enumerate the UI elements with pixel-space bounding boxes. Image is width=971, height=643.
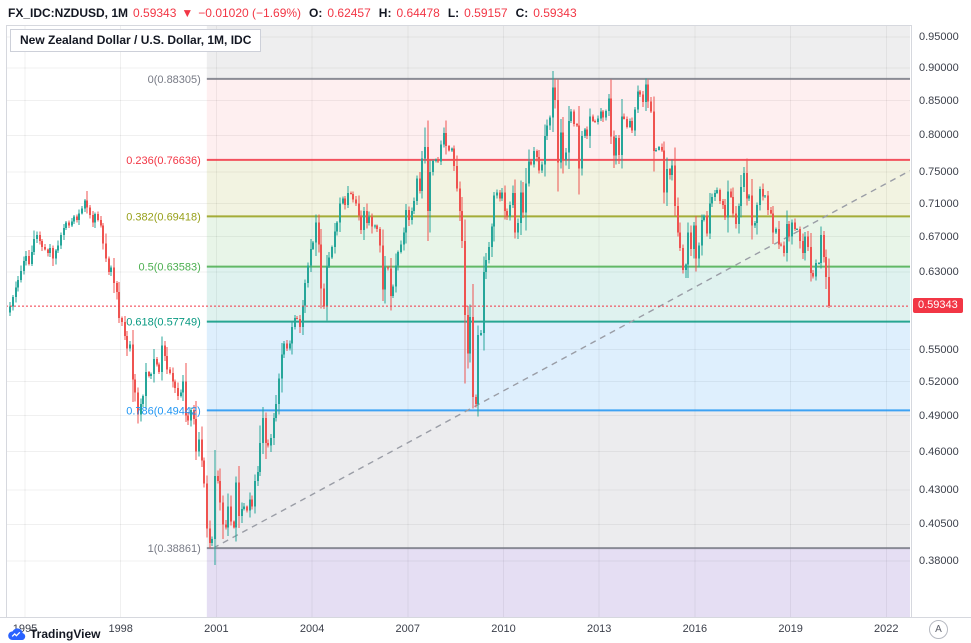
- y-tick-label: 0.63000: [919, 265, 959, 278]
- y-tick-label: 0.80000: [919, 129, 959, 142]
- x-tick-label: 1998: [108, 623, 133, 635]
- y-tick-label: 0.75000: [919, 166, 959, 179]
- close-value: 0.59343: [533, 5, 577, 20]
- axis-a-button[interactable]: A: [929, 620, 948, 639]
- down-arrow-icon: ▼: [181, 5, 194, 20]
- tradingview-logo[interactable]: TradingView: [7, 627, 100, 641]
- chart-legend-title: New Zealand Dollar / U.S. Dollar, 1M, ID…: [20, 33, 252, 47]
- symbol-header: FX_IDC:NZDUSD, 1M 0.59343 ▼ −0.01020 (−1…: [8, 4, 577, 21]
- high-value: 0.64478: [396, 5, 440, 20]
- chart-legend: New Zealand Dollar / U.S. Dollar, 1M, ID…: [10, 29, 262, 52]
- low-label: L:: [447, 5, 460, 20]
- y-tick-label: 0.67000: [919, 230, 959, 243]
- x-tick-label: 2022: [874, 623, 899, 635]
- y-tick-label: 0.85000: [919, 94, 959, 107]
- fib-level-labels: 0(0.88305) 0.236(0.76636) 0.382(0.69418) 0.…: [126, 74, 201, 555]
- y-tick-label: 0.90000: [919, 61, 959, 74]
- tradingview-logo-text: TradingView: [30, 627, 101, 641]
- fib-level-label: 0.5(0.63583): [138, 262, 200, 274]
- x-tick-label: 2010: [491, 623, 516, 635]
- grid-lines: [6, 25, 910, 617]
- open-value: 0.62457: [327, 5, 371, 20]
- x-tick-label: 2016: [682, 623, 708, 635]
- y-tick-label: 0.52000: [919, 375, 959, 388]
- price-axis[interactable]: 0.59343 0.95000 0.90000 0.85000 0.80000 0.75…: [911, 25, 966, 617]
- symbol-title[interactable]: FX_IDC:NZDUSD, 1M: [8, 5, 129, 20]
- fib-level-label: 0.382(0.69418): [126, 211, 201, 223]
- y-tick-label: 0.49000: [919, 409, 959, 422]
- x-tick-label: 2007: [395, 623, 421, 635]
- trend-line[interactable]: [212, 170, 910, 549]
- y-tick-label: 0.40500: [919, 518, 959, 531]
- high-label: H:: [378, 5, 392, 20]
- price-change: −0.01020 (−1.69%): [198, 5, 302, 20]
- time-axis[interactable]: 1995 1998 2001 2004 2007 2010 2013 2016 2019 2022: [0, 617, 971, 643]
- low-value: 0.59157: [464, 5, 508, 20]
- y-tick-label: 0.38000: [919, 554, 959, 567]
- fib-level-label: 0.236(0.76636): [126, 155, 201, 167]
- fib-level-label: 0.618(0.57749): [126, 317, 201, 329]
- y-tick-label: 0.43000: [919, 484, 959, 497]
- y-tick-label: 0.95000: [919, 31, 959, 44]
- fib-bands: [206, 25, 910, 617]
- candles: [9, 70, 830, 566]
- price-chart-canvas[interactable]: 0(0.88305) 0.236(0.76636) 0.382(0.69418) 0.…: [6, 25, 910, 617]
- x-tick-label: 2013: [586, 623, 612, 635]
- fib-level-label: 1(0.38861): [148, 543, 201, 555]
- fib-level-label: 0.786(0.49442): [126, 405, 201, 417]
- close-label: C:: [515, 5, 529, 20]
- fib-level-label: 0(0.88305): [148, 74, 201, 86]
- open-label: O:: [309, 5, 323, 20]
- last-price: 0.59343: [133, 5, 177, 20]
- x-tick-label: 2001: [204, 623, 229, 635]
- tradingview-cloud-icon: [8, 627, 26, 640]
- x-tick-label: 2004: [299, 623, 325, 635]
- y-tick-label: 0.71000: [919, 197, 959, 210]
- current-price-badge: 0.59343: [913, 298, 963, 314]
- y-tick-label: 0.55000: [919, 343, 959, 356]
- y-tick-label: 0.46000: [919, 445, 959, 458]
- x-tick-label: 2019: [778, 623, 803, 635]
